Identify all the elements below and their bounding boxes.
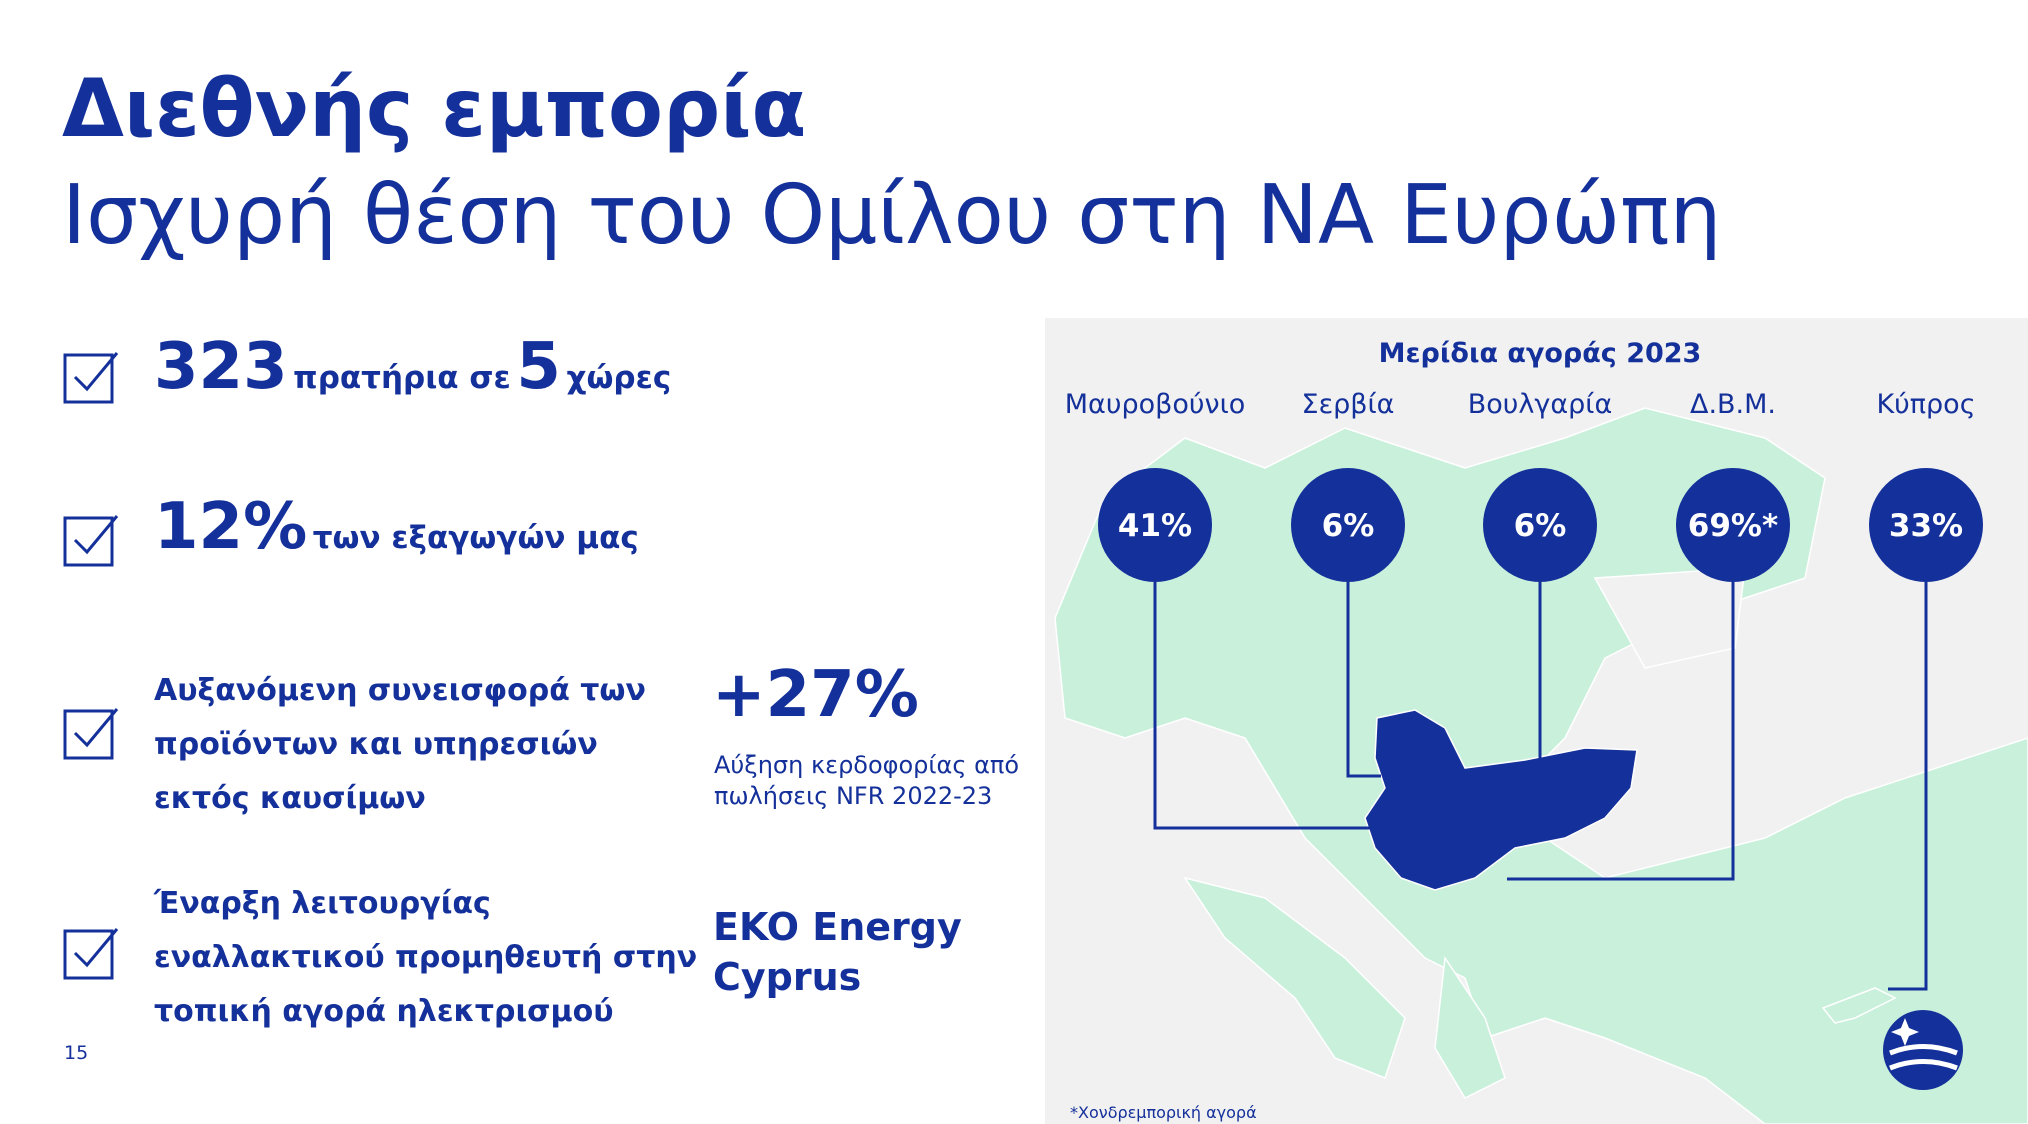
line: προϊόντων και υπηρεσιών xyxy=(154,727,598,762)
checkbox xyxy=(63,515,119,567)
share-circle xyxy=(1676,468,1790,582)
big-number: 12% xyxy=(154,490,308,564)
highlight: 12% των εξαγωγών μας xyxy=(154,490,639,564)
share-circle xyxy=(1869,468,1983,582)
line: πωλήσεις NFR 2022-23 xyxy=(714,782,993,810)
share-value: 41% xyxy=(1118,508,1192,544)
share-value: 33% xyxy=(1889,508,1963,544)
highlight-text: Αυξανόμενη συνεισφορά των προϊόντων και … xyxy=(154,664,646,826)
line: τοπική αγορά ηλεκτρισμού xyxy=(154,994,614,1029)
checkbox xyxy=(63,352,119,404)
country-name: Βουλγαρία xyxy=(1468,389,1613,420)
checkbox xyxy=(63,928,119,980)
share-circle xyxy=(1291,468,1405,582)
land xyxy=(1054,407,2028,1124)
line: Αύξηση κερδοφορίας από xyxy=(714,751,1020,779)
share-circle xyxy=(1098,468,1212,582)
share-value: 6% xyxy=(1514,508,1567,544)
share-value: 69%* xyxy=(1688,508,1778,544)
country-name: Κύπρος xyxy=(1876,389,1975,420)
text: χώρες xyxy=(566,360,672,396)
country-name: Δ.Β.Μ. xyxy=(1690,389,1776,420)
footnote: *Χονδρεμπορική αγορά xyxy=(1070,1103,1257,1122)
highlight-text: Έναρξη λειτουργίας εναλλακτικού προμηθευ… xyxy=(154,877,697,1039)
stat: +27% xyxy=(712,658,919,732)
line: Cyprus xyxy=(713,955,862,999)
line: Αυξανόμενη συνεισφορά των xyxy=(154,673,646,708)
title: Διεθνής εμπορία xyxy=(62,62,807,155)
stat: EKO Energy Cyprus xyxy=(713,902,962,1002)
subtitle: Ισχυρή θέση του Ομίλου στη ΝΑ Ευρώπη xyxy=(62,168,1722,263)
line: εκτός καυσίμων xyxy=(154,781,426,816)
text: πρατήρια σε xyxy=(293,360,511,396)
page-number: 15 xyxy=(64,1042,89,1064)
big-number: 5 xyxy=(516,330,561,404)
logo xyxy=(1883,1010,1963,1090)
highlight: 323 πρατήρια σε 5 χώρες xyxy=(154,330,671,404)
connectors xyxy=(1153,582,1928,991)
line: Έναρξη λειτουργίας xyxy=(154,886,491,921)
text: των εξαγωγών μας xyxy=(312,520,639,556)
map-title: Μερίδια αγοράς 2023 xyxy=(1379,338,1702,369)
highlighted-countries xyxy=(1364,709,1638,891)
checkbox xyxy=(63,708,119,760)
country-name: Σερβία xyxy=(1302,389,1395,420)
share-value: 6% xyxy=(1322,508,1375,544)
map-panel: Μερίδια αγοράς 2023 Μαυροβούνιο Σερβία Β… xyxy=(1045,318,2028,1124)
big-number: 323 xyxy=(154,330,288,404)
country-name: Μαυροβούνιο xyxy=(1065,389,1245,420)
stat-caption: Αύξηση κερδοφορίας από πωλήσεις NFR 2022… xyxy=(714,750,1019,812)
line: εναλλακτικού προμηθευτή στην xyxy=(154,940,698,975)
share-circle xyxy=(1483,468,1597,582)
line: EKO Energy xyxy=(713,905,962,949)
